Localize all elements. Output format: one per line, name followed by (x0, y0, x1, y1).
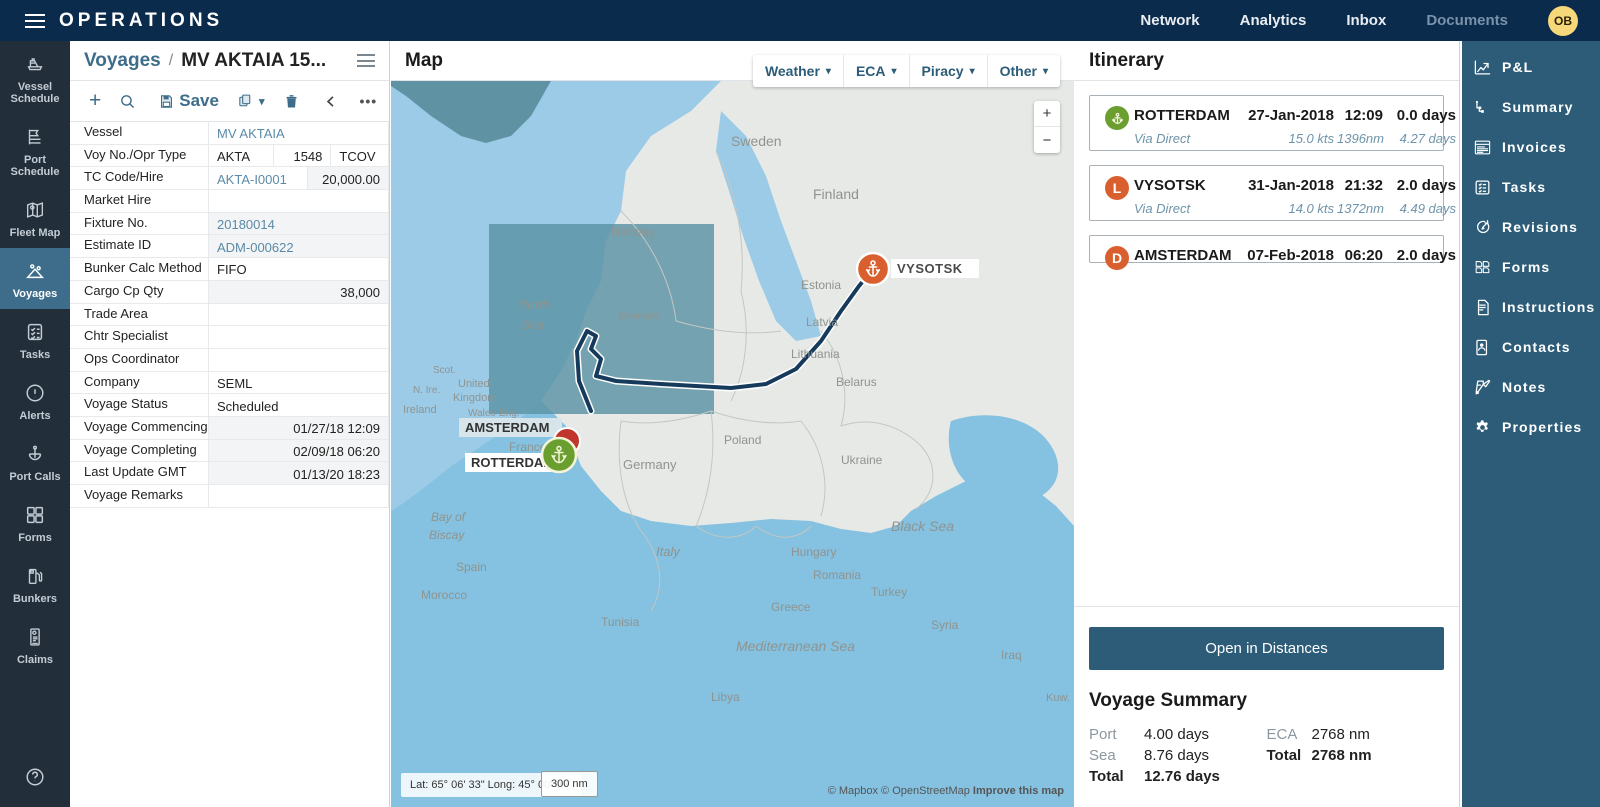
svg-text:AMSTERDAM: AMSTERDAM (465, 420, 550, 435)
svg-text:Hungary: Hungary (791, 545, 836, 559)
svg-text:Lithuania: Lithuania (791, 347, 840, 361)
svg-text:Italy: Italy (656, 544, 681, 559)
svg-text:N. Ire.: N. Ire. (413, 385, 440, 396)
svg-text:Sea: Sea (521, 317, 544, 332)
svg-text:Black Sea: Black Sea (891, 518, 954, 534)
svg-text:Finland: Finland (813, 186, 859, 202)
svg-text:VYSOTSK: VYSOTSK (897, 261, 963, 276)
svg-text:United: United (458, 378, 490, 390)
svg-text:Poland: Poland (724, 433, 761, 447)
svg-text:Latvia: Latvia (806, 315, 838, 329)
svg-text:Kuw.: Kuw. (1046, 692, 1070, 704)
svg-text:North: North (518, 297, 550, 312)
svg-text:Tunisia: Tunisia (601, 615, 640, 629)
svg-text:Iraq: Iraq (1001, 648, 1022, 662)
svg-text:Sweden: Sweden (731, 133, 782, 149)
svg-text:Belarus: Belarus (836, 375, 877, 389)
svg-text:Norway: Norway (611, 224, 656, 239)
svg-text:Wales: Wales (468, 408, 495, 419)
svg-text:Biscay: Biscay (429, 528, 465, 542)
svg-text:Kingdom: Kingdom (453, 392, 496, 404)
svg-text:Estonia: Estonia (801, 278, 841, 292)
svg-text:Eng.: Eng. (499, 408, 520, 419)
svg-text:Mediterranean Sea: Mediterranean Sea (736, 638, 855, 654)
svg-text:Greece: Greece (771, 600, 811, 614)
svg-text:Germany: Germany (623, 457, 677, 472)
svg-text:Ukraine: Ukraine (841, 453, 883, 467)
svg-text:Morocco: Morocco (421, 588, 467, 602)
svg-text:Scot.: Scot. (433, 365, 456, 376)
svg-text:Ireland: Ireland (403, 404, 437, 416)
svg-text:Spain: Spain (456, 560, 487, 574)
svg-text:Syria: Syria (931, 618, 959, 632)
svg-text:Libya: Libya (711, 690, 740, 704)
svg-text:Turkey: Turkey (871, 585, 907, 599)
svg-text:Bay of: Bay of (431, 510, 467, 524)
svg-text:Denmark: Denmark (619, 311, 661, 322)
svg-text:Romania: Romania (813, 568, 861, 582)
